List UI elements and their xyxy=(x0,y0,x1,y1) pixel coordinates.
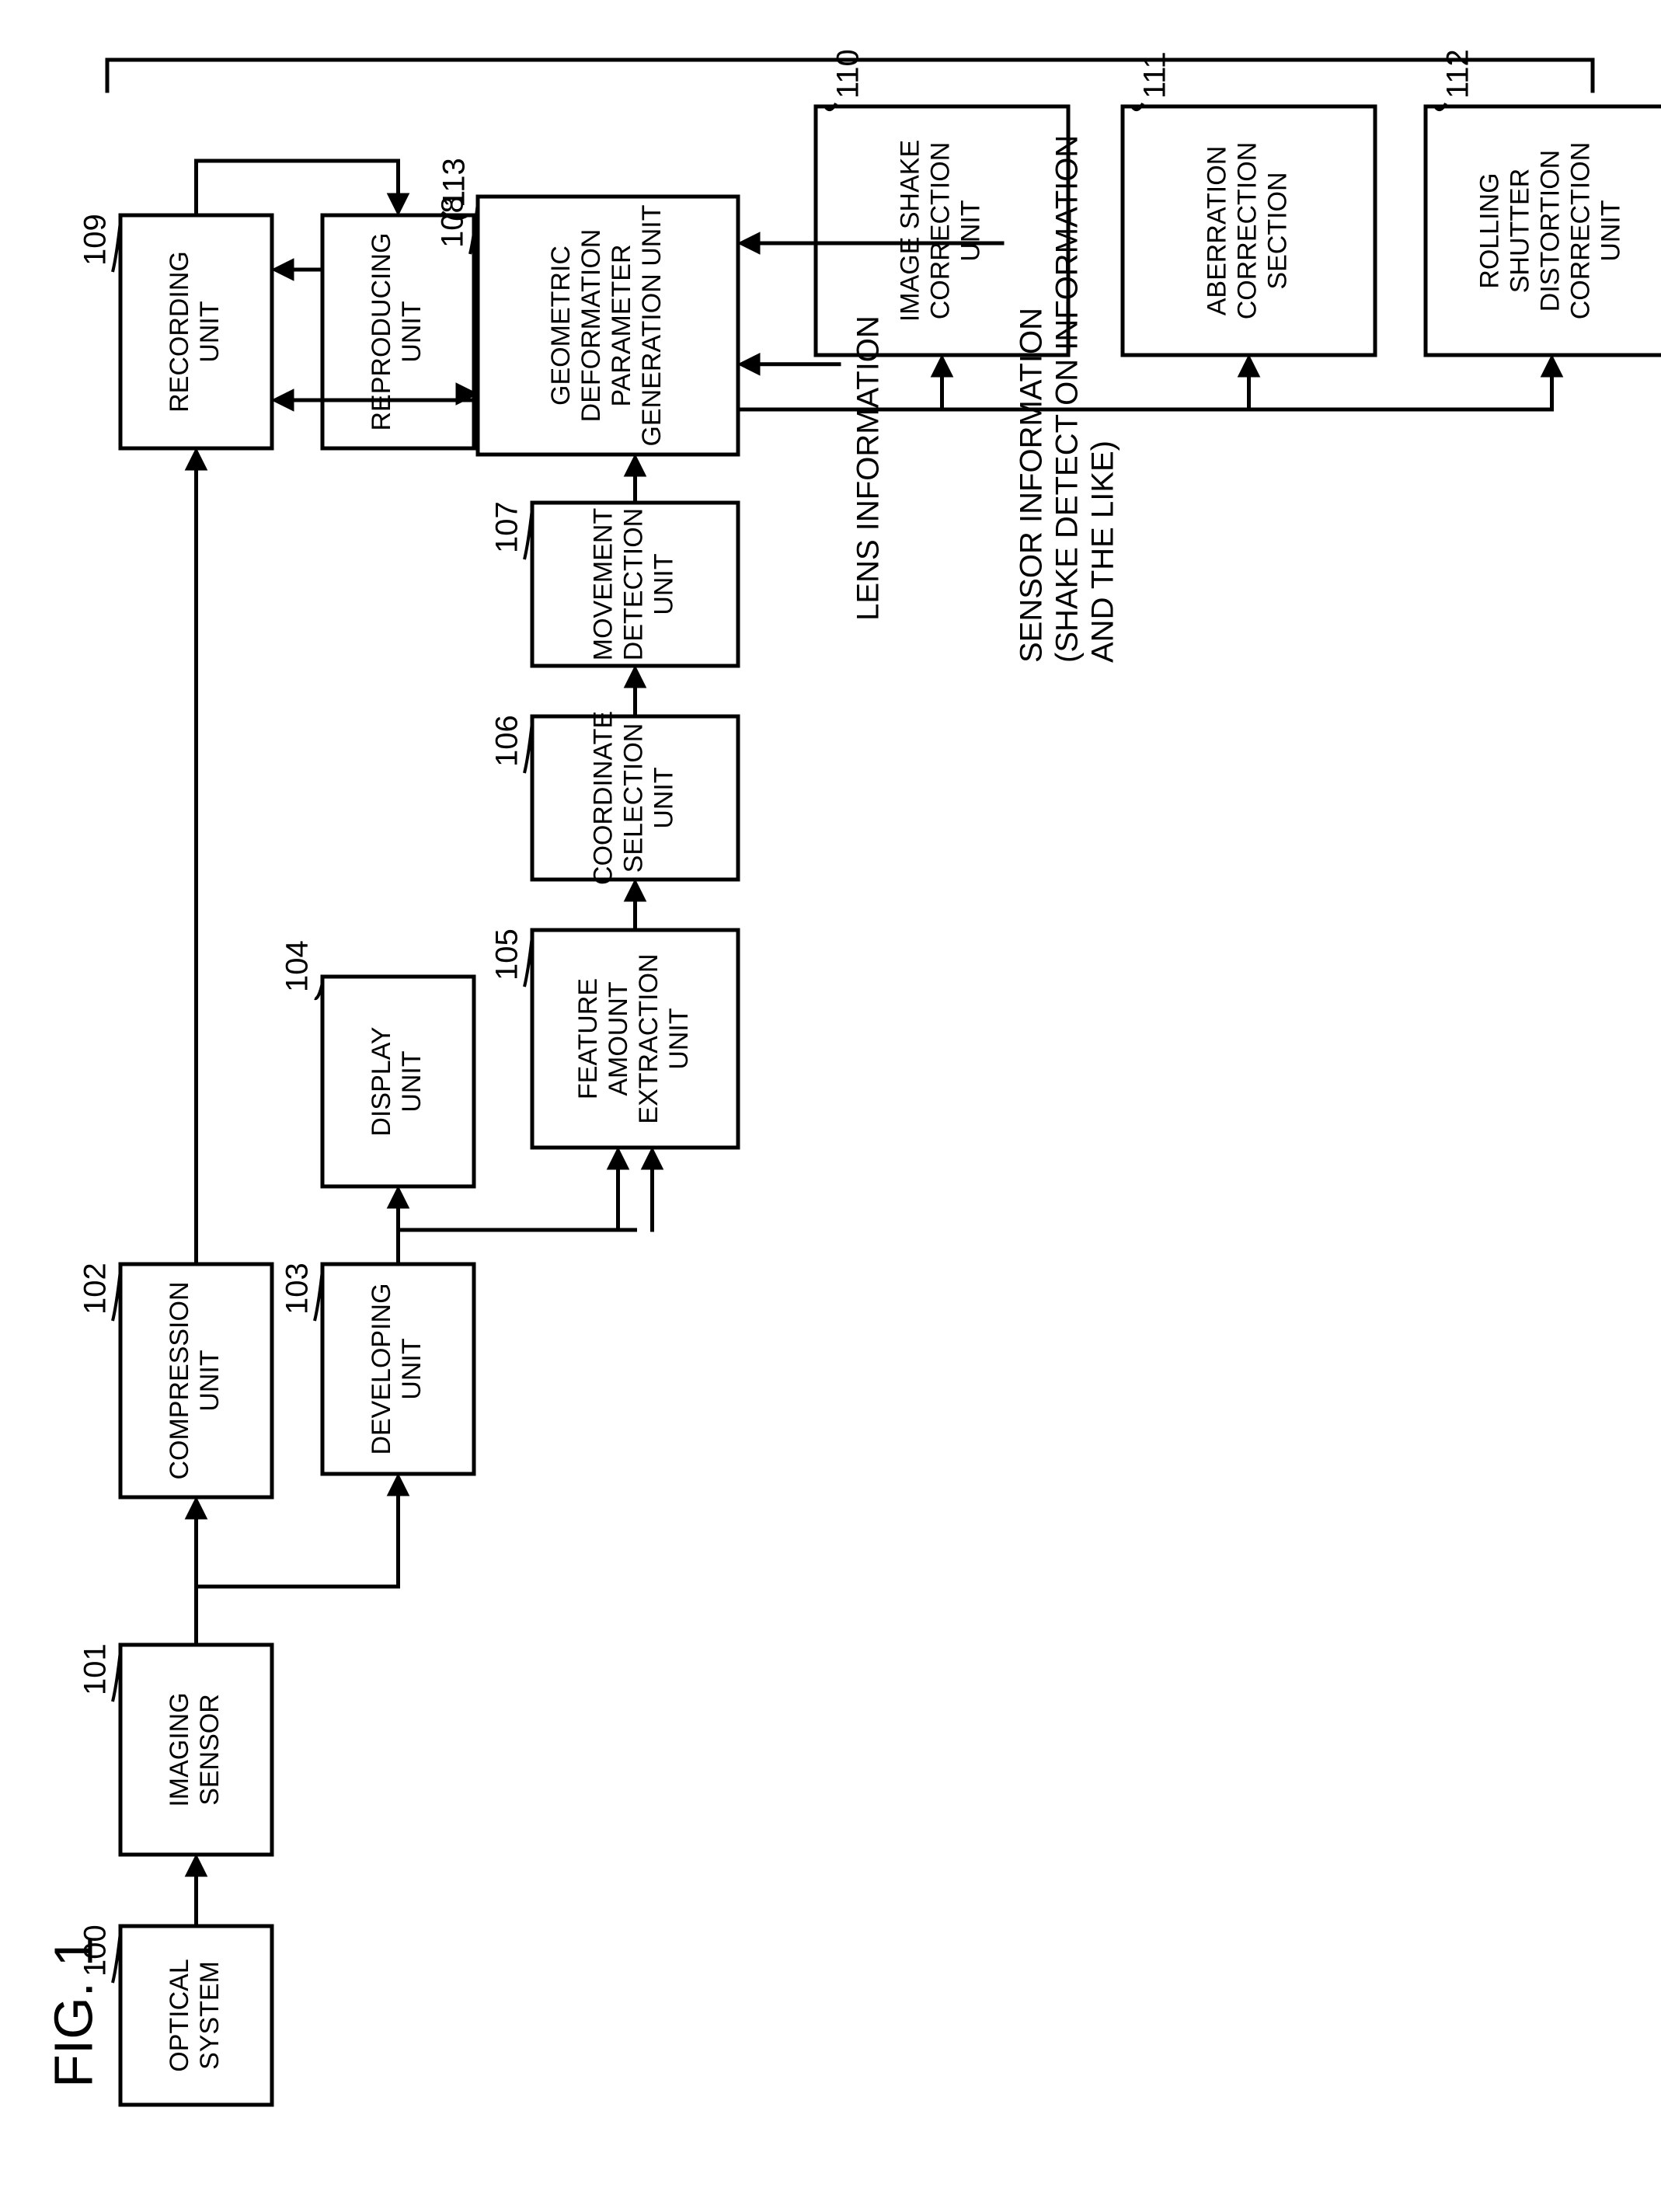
block-102-label-line-0: COMPRESSION xyxy=(165,1281,194,1479)
block-101-label-line-1: SENSOR xyxy=(195,1694,225,1806)
block-104-label-line-0: DISPLAY xyxy=(367,1026,396,1136)
block-112-label-line-0: ROLLING xyxy=(1475,172,1504,288)
sensor-information-label-2: AND THE LIKE) xyxy=(1086,441,1120,663)
block-102-ref: 102 xyxy=(78,1263,113,1315)
lens-information-label: LENS INFORMATION xyxy=(851,315,886,621)
sensor-information-label-1: (SHAKE DETECTION INFORMATION xyxy=(1050,135,1085,663)
block-111-label-line-1: CORRECTION xyxy=(1232,142,1262,320)
block-107-label-line-0: MOVEMENT xyxy=(588,508,618,660)
sensor-information-label-0: SENSOR INFORMATION xyxy=(1015,308,1049,663)
block-113-label-line-1: UNIT xyxy=(397,301,427,362)
block-105-label-line-1: AMOUNT xyxy=(604,981,633,1096)
block-diagram: FIG. 1OPTICALSYSTEM100IMAGINGSENSOR101CO… xyxy=(0,0,1661,2212)
block-105-ref: 105 xyxy=(490,928,524,981)
block-112-label-line-1: SHUTTER xyxy=(1505,169,1534,294)
block-108-label-line-0: GEOMETRIC xyxy=(546,246,576,406)
block-110-label-line-0: IMAGE SHAKE xyxy=(895,140,925,322)
block-106-label-line-1: SELECTION xyxy=(618,723,648,873)
block-111-ref: 111 xyxy=(1138,51,1172,99)
block-100-label-line-0: OPTICAL xyxy=(165,1959,194,2071)
block-103-ref: 103 xyxy=(280,1263,315,1315)
block-105-label-line-0: FEATURE xyxy=(573,978,603,1099)
block-106-label-line-0: COORDINATE xyxy=(588,711,618,885)
block-112-label-line-3: CORRECTION xyxy=(1566,142,1596,320)
block-104-ref: 104 xyxy=(280,940,315,992)
block-107-label-line-1: DETECTION xyxy=(618,508,648,660)
block-103-label-line-0: DEVELOPING xyxy=(367,1283,396,1454)
block-112-label-line-4: UNIT xyxy=(1597,200,1626,261)
block-109-ref: 109 xyxy=(78,214,113,266)
block-104-label-line-1: UNIT xyxy=(397,1050,427,1112)
block-110-ref: 110 xyxy=(831,49,865,99)
block-100-ref: 100 xyxy=(78,1925,113,1977)
block-100-label-line-1: SYSTEM xyxy=(195,1961,225,2070)
block-106-label-line-2: UNIT xyxy=(649,767,679,828)
block-108-label-line-2: PARAMETER xyxy=(607,244,636,406)
block-101-ref: 101 xyxy=(78,1643,113,1695)
block-110-label-line-1: CORRECTION xyxy=(925,142,955,320)
block-111-label-line-0: ABERRATION xyxy=(1202,146,1231,316)
block-107-ref: 107 xyxy=(490,501,524,553)
block-106-ref: 106 xyxy=(490,715,524,767)
block-108-ref: 108 xyxy=(436,196,470,248)
block-105-label-line-2: EXTRACTION xyxy=(634,953,663,1123)
block-112-label-line-2: DISTORTION xyxy=(1535,150,1565,312)
block-103-label-line-1: UNIT xyxy=(397,1338,427,1399)
block-101-label-line-0: IMAGING xyxy=(165,1692,194,1806)
block-102-label-line-1: UNIT xyxy=(195,1350,225,1411)
block-110-label-line-2: UNIT xyxy=(956,200,986,261)
block-107-label-line-2: UNIT xyxy=(649,553,679,615)
block-109-label-line-0: RECORDING xyxy=(165,251,194,413)
block-108-label-line-1: DEFORMATION xyxy=(576,229,606,423)
block-108-label-line-3: GENERATION UNIT xyxy=(637,204,667,446)
block-112-ref: 112 xyxy=(1441,49,1475,99)
block-111-label-line-2: SECTION xyxy=(1263,172,1293,289)
block-105-label-line-3: UNIT xyxy=(664,1008,694,1069)
block-109-label-line-1: UNIT xyxy=(195,301,225,362)
